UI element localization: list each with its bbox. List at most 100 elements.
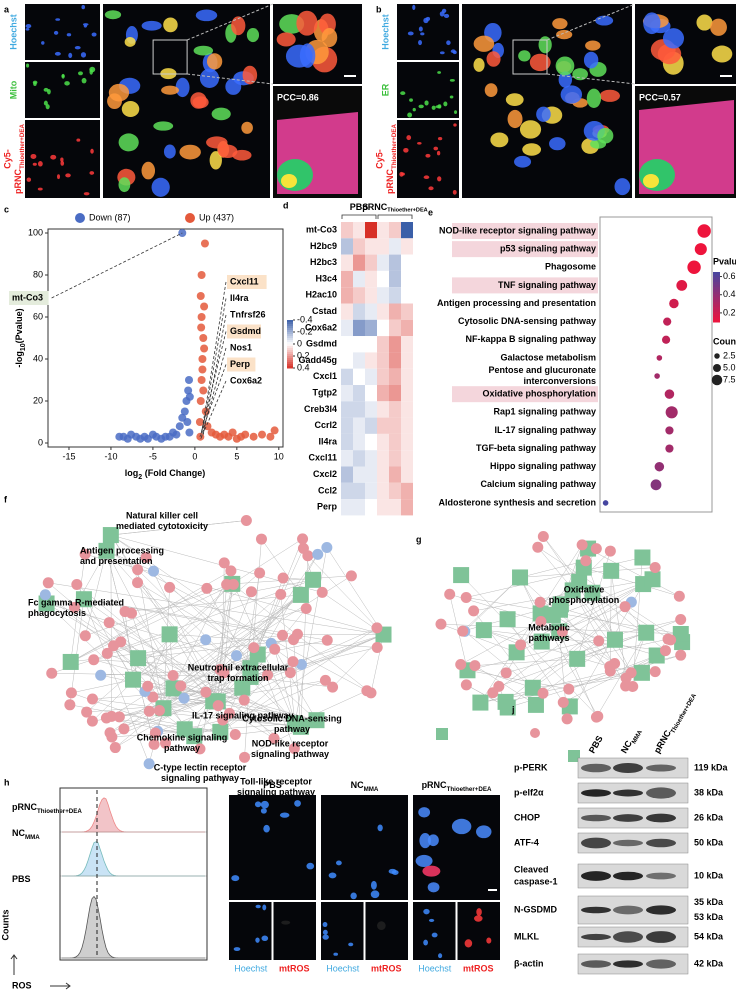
cell xyxy=(418,807,430,817)
cell xyxy=(422,866,440,877)
gene-node xyxy=(80,630,91,641)
probe-label-sub: Thioether+DEA xyxy=(19,124,26,169)
panel-label: a xyxy=(4,4,10,14)
row-label: Cstad xyxy=(312,306,337,316)
gene-node xyxy=(469,660,480,671)
heat-cell xyxy=(377,320,389,336)
coloc-core xyxy=(639,159,675,191)
x-tick-label: -10 xyxy=(104,451,117,461)
gene-node xyxy=(108,640,119,651)
gene-node xyxy=(312,549,323,560)
heat-cell xyxy=(353,499,365,515)
band xyxy=(646,764,676,771)
heat-cell xyxy=(377,271,389,287)
annotation-leader xyxy=(52,233,183,298)
cell xyxy=(389,869,397,874)
heat-cell xyxy=(365,499,377,515)
point xyxy=(198,376,206,384)
heat-cell xyxy=(389,255,401,271)
heat-cell xyxy=(353,450,365,466)
pathway-label: TGF-beta signaling pathway xyxy=(476,443,596,453)
pathway-node xyxy=(293,587,309,603)
gene-node xyxy=(435,619,446,630)
cell xyxy=(323,935,329,940)
heat-cell xyxy=(377,336,389,352)
gene-node xyxy=(71,579,82,590)
gene-node xyxy=(372,642,383,653)
cell xyxy=(428,882,440,892)
cell xyxy=(50,155,56,160)
gene-node xyxy=(605,546,616,557)
band xyxy=(613,872,643,881)
gene-node xyxy=(455,659,466,670)
lane-label-sub: Thioether+DEA xyxy=(669,692,698,735)
cell xyxy=(572,68,588,80)
cell xyxy=(142,162,155,180)
point xyxy=(258,431,266,439)
cell xyxy=(294,800,301,807)
histogram xyxy=(62,798,205,832)
protein-label: CHOP xyxy=(514,812,540,822)
band xyxy=(613,840,643,846)
heat-cell xyxy=(389,222,401,238)
stain-label: Hoechst xyxy=(234,963,268,973)
gene-node xyxy=(620,601,631,612)
cell xyxy=(61,74,64,79)
row-label: H2ac10 xyxy=(305,290,337,300)
gene-node xyxy=(104,617,115,628)
pathway-node xyxy=(125,672,141,688)
cell xyxy=(408,32,414,36)
cell xyxy=(277,32,296,46)
micrograph xyxy=(321,795,408,900)
point xyxy=(200,345,208,353)
micrograph xyxy=(229,795,316,900)
stain-label: mtROS xyxy=(371,963,402,973)
gene-node xyxy=(179,693,190,704)
heat-cell xyxy=(353,320,365,336)
pathway-label: Hippo signaling pathway xyxy=(490,461,596,471)
cell xyxy=(409,98,413,101)
panel-label: i xyxy=(222,775,225,785)
dot xyxy=(654,373,660,379)
cell xyxy=(231,16,245,35)
cell xyxy=(423,940,428,946)
heat-cell xyxy=(365,238,377,254)
heat-cell xyxy=(401,271,413,287)
edge xyxy=(48,583,383,635)
dot xyxy=(665,444,673,452)
band xyxy=(613,906,643,915)
heat-cell xyxy=(341,352,353,368)
cell xyxy=(207,53,222,69)
heat-cell xyxy=(341,320,353,336)
probe-label: pRNCThioether+DEA xyxy=(385,124,397,194)
cell xyxy=(371,881,377,890)
cell xyxy=(119,133,139,151)
gene-node xyxy=(256,534,267,545)
y-axis-title: -log10(Pvalue) xyxy=(14,308,26,367)
gene-node xyxy=(675,650,686,661)
heat-cell xyxy=(353,222,365,238)
kda-label: 53 kDa xyxy=(694,912,724,922)
heat-cell xyxy=(377,222,389,238)
heat-cell xyxy=(341,467,353,483)
cell xyxy=(90,149,93,154)
gene-node xyxy=(64,699,75,710)
histogram xyxy=(62,842,205,876)
cell xyxy=(401,173,405,176)
cell xyxy=(643,12,660,34)
colorbar-label: 0.2 xyxy=(723,307,736,317)
y-tick-label: 20 xyxy=(33,395,43,405)
gene-node xyxy=(302,550,313,561)
gene-node xyxy=(650,666,661,677)
panel-label: j xyxy=(511,704,515,714)
heat-cell xyxy=(341,287,353,303)
heat-cell xyxy=(389,385,401,401)
network-label: trap formation xyxy=(207,673,268,683)
point xyxy=(176,422,184,430)
cell xyxy=(420,32,424,35)
gene-node xyxy=(120,606,131,617)
heat-cell xyxy=(365,271,377,287)
stain-label: mtROS xyxy=(463,963,494,973)
gene-node xyxy=(88,654,99,665)
cell xyxy=(417,142,422,145)
